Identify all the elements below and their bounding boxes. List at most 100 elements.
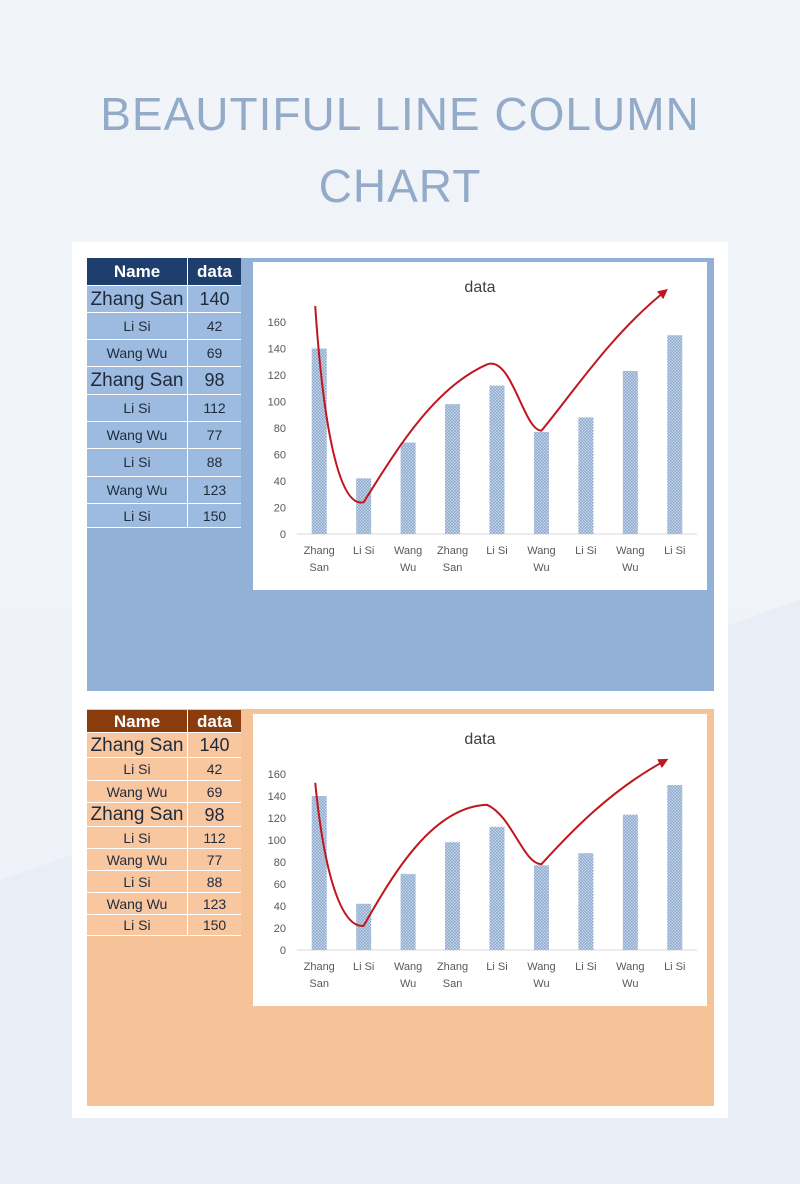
y-tick-label: 80 (274, 857, 286, 869)
cell-name: Li Si (87, 871, 188, 892)
table-row: Wang Wu 69 (87, 340, 241, 367)
blue-chart-area: data 0 20 40 60 80 100 120 140 160 Zhang San Li Si Wa… (253, 262, 707, 590)
cell-name: Zhang San (87, 733, 188, 757)
cell-value: 140 (199, 735, 230, 755)
page-title: BEAUTIFUL LINE COLUMN CHART (0, 78, 800, 222)
x-tick-label: Li Si (664, 545, 685, 557)
trend-curve (314, 289, 668, 504)
header-cell-name: Name (87, 258, 188, 285)
y-tick-label: 140 (268, 344, 286, 356)
table-row: Li Si 150 (87, 504, 241, 528)
bar (356, 478, 372, 534)
y-tick-label: 120 (268, 813, 286, 825)
orange-data-table: Name data Zhang San 140 Li Si 42 Wang Wu 69 Zhan… (87, 710, 241, 936)
cell-value: 112 (203, 830, 226, 846)
x-tick-label: Li Si (353, 961, 374, 973)
cell-name: Wang Wu (87, 340, 188, 366)
x-tick-label: Wang Wu (394, 545, 422, 574)
cell-name: Wang Wu (87, 893, 188, 914)
x-tick-label: Wang Wu (616, 545, 644, 574)
trend-curve (314, 758, 669, 927)
page-title-line-1: BEAUTIFUL LINE COLUMN (100, 88, 700, 140)
header-cell-name: Name (87, 710, 188, 732)
cell-name: Li Si (87, 313, 188, 339)
y-tick-label: 100 (268, 835, 286, 847)
header-cell-data: data (197, 262, 232, 281)
cell-name: Li Si (87, 915, 188, 935)
cell-value: 42 (206, 761, 223, 777)
cell-name: Zhang San (87, 367, 188, 394)
orange-column-chart: data 0 20 40 60 80 100 120 140 160 Zhang San Li Si Wa… (268, 731, 697, 990)
bar (667, 335, 683, 534)
bar (667, 785, 683, 950)
table-row: Wang Wu 77 (87, 422, 241, 449)
x-tick-label: Zhang San (304, 961, 335, 990)
x-tick-label: Li Si (664, 961, 685, 973)
x-tick-label: Li Si (575, 961, 596, 973)
cell-value: 77 (206, 852, 223, 868)
x-tick-label: Li Si (353, 545, 374, 557)
x-tick-label: Zhang San (304, 545, 335, 574)
header-cell-data: data (197, 712, 232, 731)
bar (578, 417, 594, 534)
cell-value: 88 (206, 454, 223, 470)
cell-value: 123 (202, 896, 227, 912)
cell-name: Wang Wu (87, 476, 188, 503)
bar (533, 431, 549, 534)
blue-column-chart: data 0 20 40 60 80 100 120 140 160 Zhang San Li Si Wa… (268, 279, 697, 574)
table-row: Li Si 112 (87, 394, 241, 422)
chart-title: data (464, 731, 495, 748)
y-tick-label: 20 (274, 923, 286, 935)
bar (533, 865, 549, 950)
table-row: Li Si 88 (87, 871, 241, 893)
chart-title: data (464, 279, 495, 296)
cell-name: Li Si (87, 504, 188, 527)
bar (400, 442, 416, 534)
cell-value: 140 (199, 288, 230, 309)
x-tick-label: Wang Wu (527, 961, 555, 990)
y-tick-label: 60 (274, 450, 286, 462)
cell-value: 112 (203, 399, 226, 416)
cell-value: 69 (206, 345, 223, 361)
table-row: Wang Wu 77 (87, 849, 241, 871)
y-tick-label: 60 (274, 879, 286, 891)
table-row: Zhang San 98 (87, 367, 241, 395)
y-tick-label: 120 (268, 370, 286, 382)
x-tick-label: Li Si (575, 545, 596, 557)
table-row: Li Si 112 (87, 827, 241, 849)
x-tick-label: Wang Wu (527, 545, 555, 574)
bar (489, 826, 505, 950)
orange-chart-area: data 0 20 40 60 80 100 120 140 160 Zhang San Li Si Wa… (253, 714, 707, 1006)
x-tick-label: Li Si (486, 961, 507, 973)
cell-value: 42 (206, 318, 223, 334)
cell-name: Zhang San (87, 803, 188, 826)
cell-value: 123 (202, 481, 227, 498)
y-tick-label: 160 (268, 769, 286, 781)
cell-name: Wang Wu (87, 849, 188, 870)
cell-value: 88 (206, 874, 223, 890)
y-tick-label: 80 (274, 423, 286, 435)
y-tick-label: 0 (280, 945, 286, 957)
y-tick-label: 140 (268, 791, 286, 803)
x-tick-label: Li Si (486, 545, 507, 557)
bar (311, 348, 327, 534)
table-header-row: Name data (87, 710, 241, 733)
cell-name: Wang Wu (87, 781, 188, 802)
y-tick-label: 40 (274, 901, 286, 913)
table-row: Wang Wu 123 (87, 893, 241, 915)
y-tick-label: 40 (274, 476, 286, 488)
cell-name: Li Si (87, 449, 188, 476)
cell-value: 98 (204, 370, 225, 390)
bar (578, 853, 594, 950)
table-row: Li Si 42 (87, 758, 241, 781)
cell-name: Li Si (87, 758, 188, 780)
bar (445, 404, 461, 534)
cell-name: Li Si (87, 827, 188, 848)
bar (622, 814, 638, 950)
page-title-line-2: CHART (318, 160, 482, 212)
cell-name: Li Si (87, 394, 188, 421)
table-row: Wang Wu 123 (87, 476, 241, 504)
y-tick-label: 20 (274, 503, 286, 515)
blue-data-table: Name data Zhang San 140 Li Si 42 Wang Wu 69 Zhan… (87, 258, 241, 528)
x-tick-label: Zhang San (437, 961, 468, 990)
